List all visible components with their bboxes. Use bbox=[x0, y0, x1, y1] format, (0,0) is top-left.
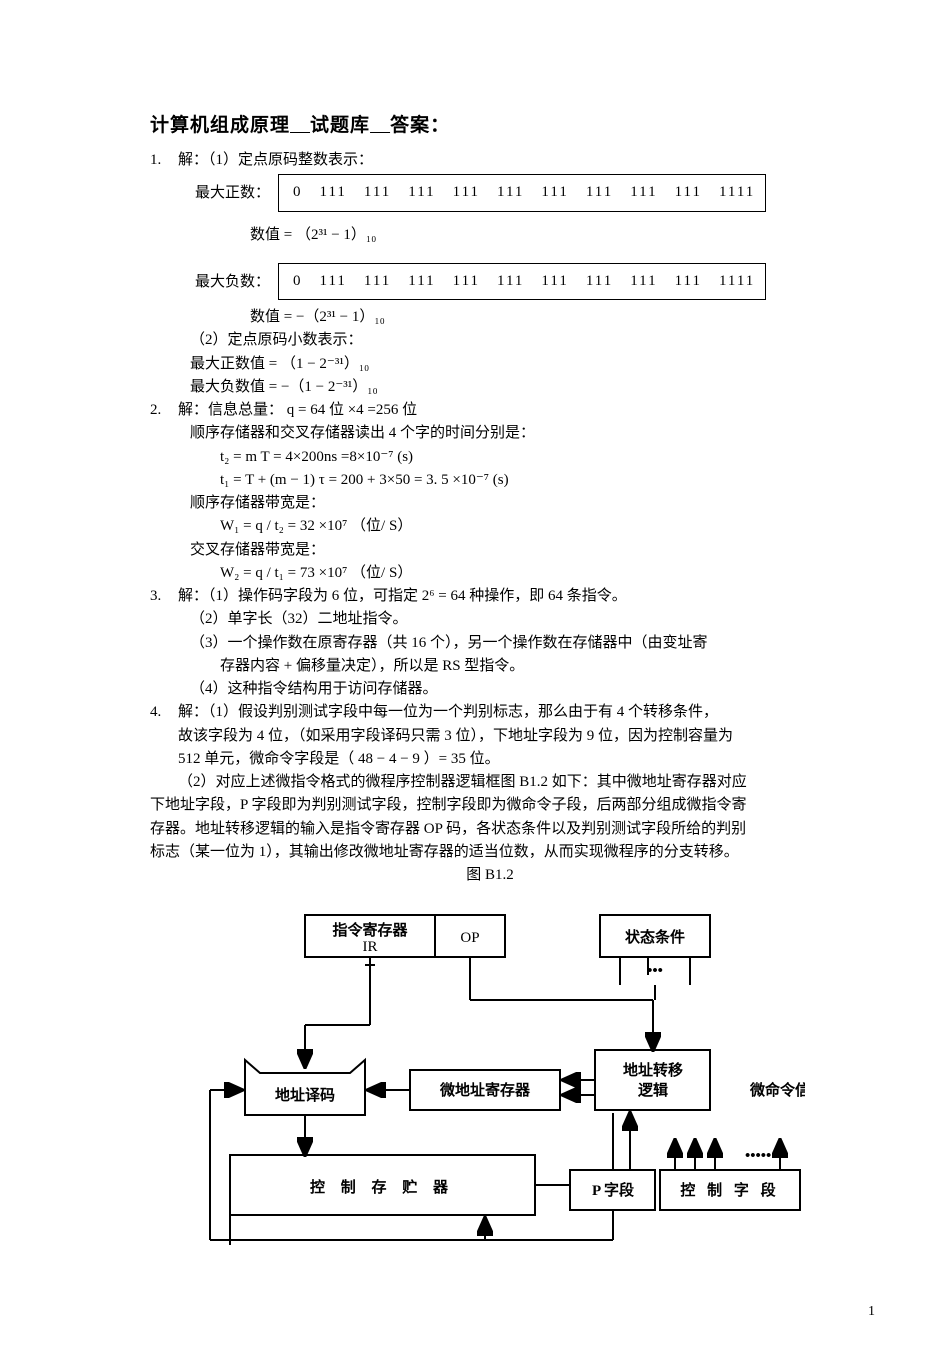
q4-p1b: 故该字段为 4 位，（如采用字段译码只需 3 位），下地址字段为 9 位，因为控… bbox=[150, 725, 830, 748]
q3-l4: （4）这种指令结构用于访问存储器。 bbox=[150, 678, 830, 701]
q2-l4: t₁ = T + (m − 1) τ = 200 + 3×50 = 3. 5 ×… bbox=[150, 469, 830, 492]
q4-p1c: 512 单元，微命令字段是（ 48 − 4 − 9 ）= 35 位。 bbox=[150, 748, 830, 771]
q1-line3: 最大正数值 = （1 − 2⁻³¹）₁₀ bbox=[150, 353, 830, 376]
figure-caption: 图 B1.2 bbox=[150, 864, 830, 887]
page-number: 1 bbox=[868, 1304, 875, 1320]
svg-text:微地址寄存器: 微地址寄存器 bbox=[439, 1081, 531, 1099]
q2-number: 2. bbox=[150, 399, 178, 422]
title-sep2 bbox=[370, 115, 390, 136]
q2-l2: 顺序存储器和交叉存储器读出 4 个字的时间分别是： bbox=[150, 422, 830, 445]
q4-p2d: 标志（某一位为 1），其输出修改微地址寄存器的适当位数，从而实现微程序的分支转移… bbox=[150, 841, 830, 864]
svg-text:控 制 存 贮 器: 控 制 存 贮 器 bbox=[310, 1178, 454, 1196]
q4-p2c: 存器。地址转移逻辑的输入是指令寄存器 OP 码，各状态条件以及判别测试字段所给的… bbox=[150, 818, 830, 841]
maxpos-value: 数值 = （2³¹ − 1）₁₀ bbox=[150, 224, 830, 247]
q2-l8: W₂ = q / t₁ = 73 ×10⁷ （位/ S） bbox=[150, 562, 830, 585]
q2-l3: t₂ = m T = 4×200ns =8×10⁻⁷ (s) bbox=[150, 446, 830, 469]
page-title: 计算机组成原理 试题库 答案： bbox=[150, 110, 830, 137]
q1-number: 1. bbox=[150, 149, 178, 172]
title-a: 计算机组成原理 bbox=[150, 115, 290, 136]
q4-number: 4. bbox=[150, 701, 178, 724]
q3-l3a: （3）一个操作数在原寄存器（共 16 个），另一个操作数在存储器中（由变址寄 bbox=[150, 632, 830, 655]
q1-line2: （2）定点原码小数表示： bbox=[150, 329, 830, 352]
q1-line1: 解：（1）定点原码整数表示： bbox=[178, 149, 830, 172]
q3-l2: （2）单字长（32）二地址指令。 bbox=[150, 608, 830, 631]
q4-p2b: 下地址字段，P 字段即为判别测试字段，控制字段即为微命令子段，后两部分组成微指令… bbox=[150, 794, 830, 817]
q4-p2a: （2）对应上述微指令格式的微程序控制器逻辑框图 B1.2 如下：其中微地址寄存器… bbox=[150, 771, 830, 794]
maxneg-value: 数值 = −（2³¹ − 1）₁₀ bbox=[150, 306, 830, 329]
svg-text:微命令信号: 微命令信号 bbox=[749, 1081, 805, 1099]
svg-text:地址译码: 地址译码 bbox=[275, 1086, 335, 1104]
svg-text:•••: ••• bbox=[647, 963, 663, 979]
title-b: 试题库 bbox=[310, 115, 370, 136]
q3-number: 3. bbox=[150, 585, 178, 608]
q3-l3b: 存器内容 + 偏移量决定），所以是 RS 型指令。 bbox=[150, 655, 830, 678]
svg-text:OP: OP bbox=[460, 930, 479, 946]
svg-text:指令寄存器: 指令寄存器 bbox=[332, 921, 408, 939]
svg-text:逻辑: 逻辑 bbox=[638, 1081, 668, 1099]
q2-l7: 交叉存储器带宽是： bbox=[150, 539, 830, 562]
flowchart-svg: ••• bbox=[175, 895, 805, 1265]
q3-l1: 解：（1）操作码字段为 6 位，可指定 2⁶ = 64 种操作，即 64 条指令… bbox=[178, 588, 627, 604]
bits-box-2: 0 111 111 111 111 111 111 111 111 111 11… bbox=[278, 263, 766, 300]
title-c: 答案： bbox=[390, 115, 450, 136]
q2-l5: 顺序存储器带宽是： bbox=[150, 492, 830, 515]
svg-text:•••••: ••••• bbox=[745, 1148, 771, 1164]
diagram-b12: ••• bbox=[175, 895, 805, 1273]
title-sep1 bbox=[290, 115, 310, 136]
svg-text:IR: IR bbox=[363, 939, 378, 955]
q1-line4: 最大负数值 = −（1 − 2⁻³¹）₁₀ bbox=[150, 376, 830, 399]
q2-l1: 解：信息总量： q = 64 位 ×4 =256 位 bbox=[178, 402, 417, 418]
q2-l6: W₁ = q / t₂ = 32 ×10⁷ （位/ S） bbox=[150, 515, 830, 538]
q4-p1a: 解：（1）假设判别测试字段中每一位为一个判别标志，那么由于有 4 个转移条件， bbox=[178, 704, 718, 720]
maxpos-label: 最大正数： bbox=[150, 182, 274, 205]
bits-box-1: 0 111 111 111 111 111 111 111 111 111 11… bbox=[278, 174, 766, 211]
svg-text:控 制 字 段: 控 制 字 段 bbox=[680, 1181, 779, 1199]
svg-text:P 字段: P 字段 bbox=[592, 1181, 634, 1199]
svg-text:状态条件: 状态条件 bbox=[625, 928, 685, 946]
svg-text:地址转移: 地址转移 bbox=[623, 1061, 683, 1079]
maxneg-label: 最大负数： bbox=[150, 271, 274, 294]
